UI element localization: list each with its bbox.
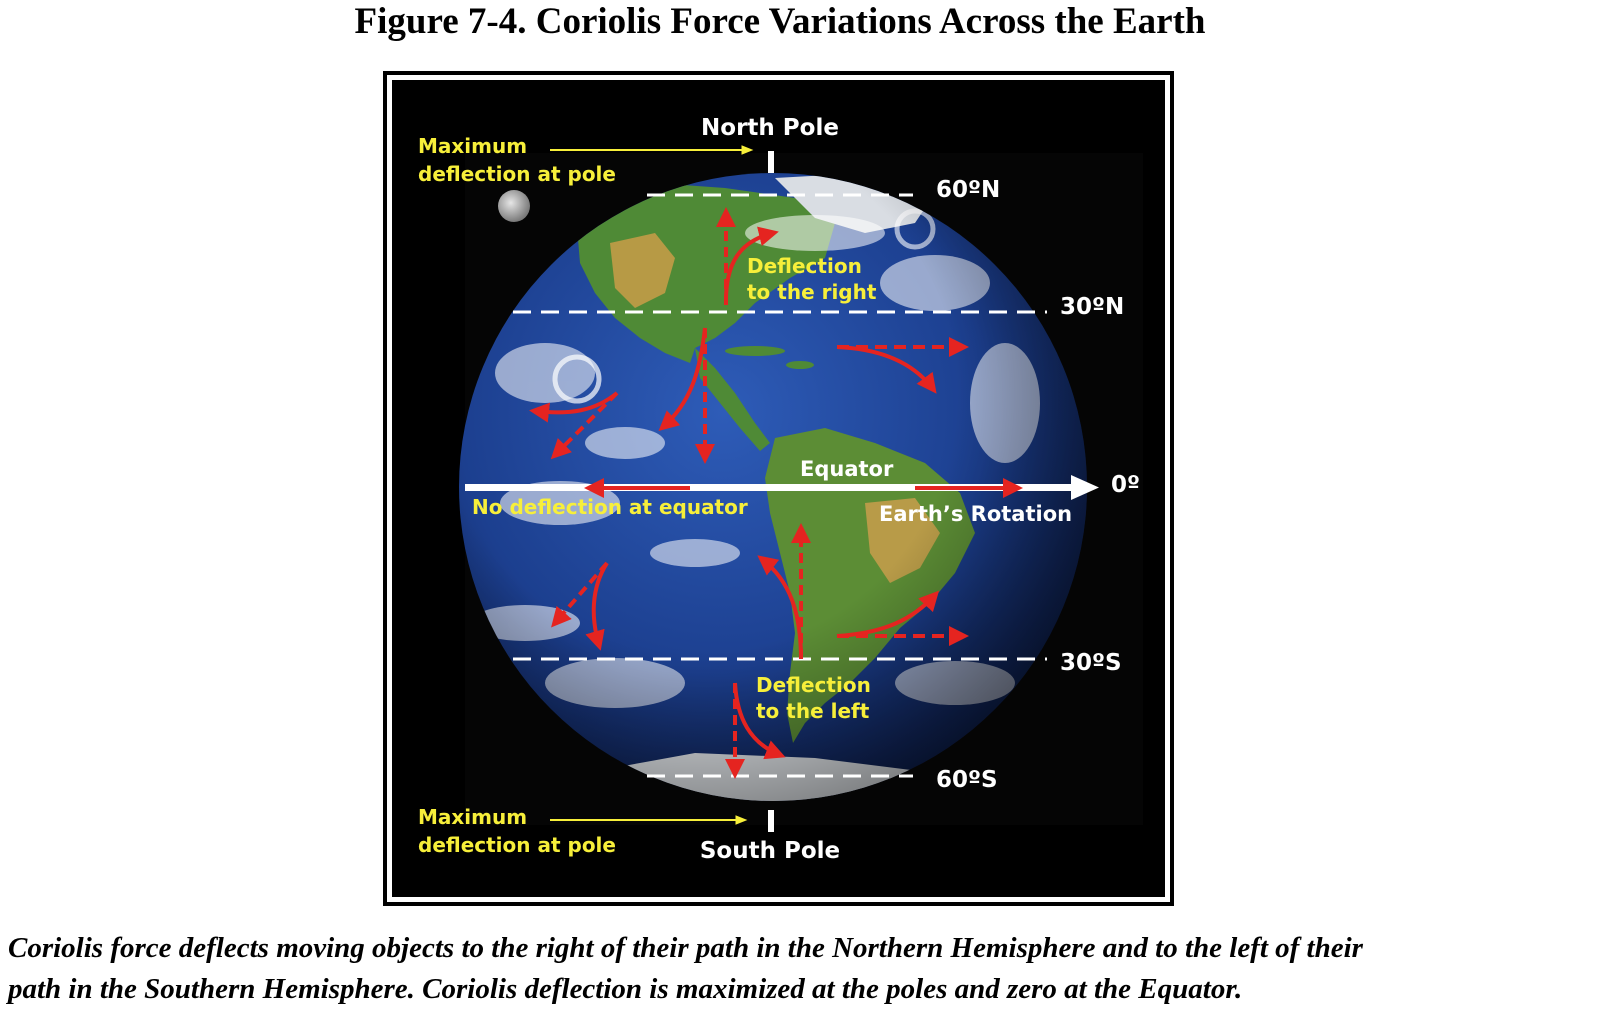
zero-degree-label: 0º bbox=[1111, 472, 1140, 498]
coriolis-diagram: North Pole South Pole 60ºN 30ºN 30ºS 60º… bbox=[395, 83, 1162, 894]
gulf-curved-arrow bbox=[658, 327, 707, 431]
deflection-left-line1: Deflection bbox=[756, 673, 871, 697]
caption-line-1: Coriolis force deflects moving objects t… bbox=[8, 932, 1363, 964]
south-pole-label: South Pole bbox=[700, 838, 840, 864]
deflection-right-line2: to the right bbox=[747, 280, 877, 304]
latitude-label-30n: 30ºN bbox=[1060, 294, 1124, 320]
north-curved-arrow-right bbox=[723, 226, 779, 306]
pacific-north-straight-arrow bbox=[550, 391, 619, 460]
south-lower-curved-arrow bbox=[733, 682, 786, 760]
latitude-label-60s: 60ºS bbox=[936, 767, 998, 793]
south-pole-axis-tick bbox=[768, 810, 774, 832]
pacific-south-straight-arrow bbox=[551, 561, 609, 628]
latitude-label-60n: 60ºN bbox=[936, 177, 1000, 203]
max-deflection-bottom-line2: deflection at pole bbox=[418, 833, 616, 857]
equator-rotation-arrow bbox=[465, 475, 1099, 500]
max-deflection-top-line1: Maximum bbox=[418, 134, 527, 158]
pacific-south-curved-arrow bbox=[585, 561, 609, 651]
north-pole-label: North Pole bbox=[701, 115, 839, 141]
max-deflection-bottom-line1: Maximum bbox=[418, 805, 527, 829]
figure-caption: Coriolis force deflects moving objects t… bbox=[8, 928, 1588, 1010]
latitude-label-30s: 30ºS bbox=[1060, 650, 1122, 676]
moon-icon bbox=[498, 190, 530, 222]
deflection-right-line1: Deflection bbox=[747, 254, 862, 278]
north-pole-axis-tick bbox=[768, 151, 774, 173]
northeast-curved-arrow bbox=[836, 345, 937, 394]
atlantic-south-curved-arrow bbox=[836, 590, 940, 638]
no-deflection-label: No deflection at equator bbox=[472, 495, 748, 519]
deflection-left-line2: to the left bbox=[756, 699, 870, 723]
south-curved-arrow-left bbox=[757, 555, 803, 660]
max-deflection-top-line2: deflection at pole bbox=[418, 162, 616, 186]
caption-line-2: path in the Southern Hemisphere. Corioli… bbox=[8, 973, 1243, 1005]
earth-rotation-label: Earth’s Rotation bbox=[879, 502, 1072, 526]
figure-title: Figure 7-4. Coriolis Force Variations Ac… bbox=[354, 1, 1206, 42]
equator-label: Equator bbox=[800, 457, 894, 481]
pacific-north-curved-arrow bbox=[529, 391, 619, 423]
